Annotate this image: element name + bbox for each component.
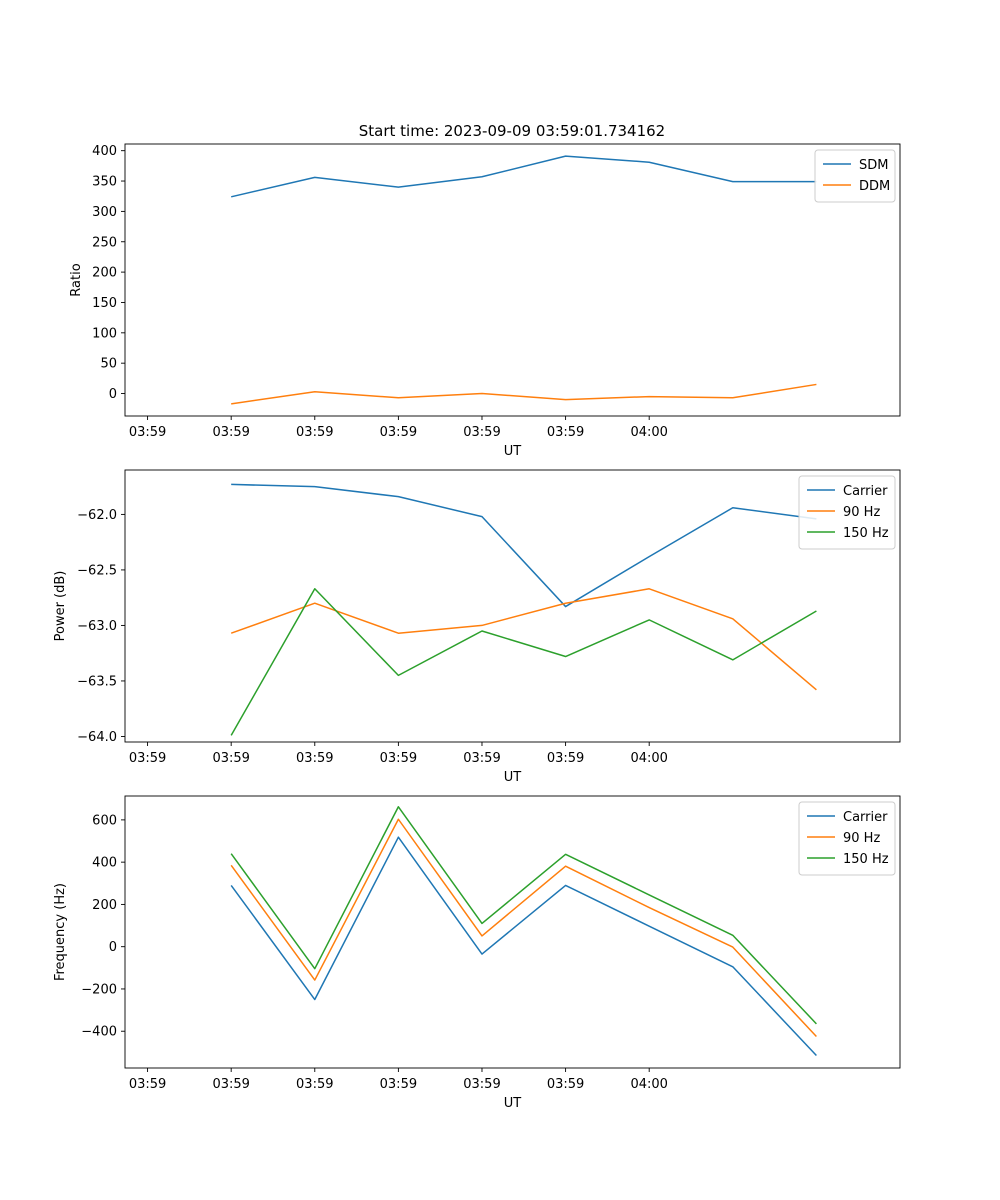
power-y-axis-label: Power (dB) [53,571,68,642]
frequency-x-tick-label: 03:59 [296,1077,333,1092]
ratio-panel: 03:59 03:59 03:59 03:59 03:59 03:59 04:00 0 50 10… [69,143,901,459]
power-x-tick-label: 03:59 [463,751,500,766]
ratio-x-tick-label: 03:59 [129,425,166,440]
power-legend-label: 90 Hz [843,505,880,520]
ratio-y-tick-label: 300 [92,205,117,220]
frequency-series-line [230,836,817,1057]
frequency-series-line [230,818,817,1038]
ratio-legend-label: DDM [859,179,890,194]
frequency-axes-frame [124,795,901,1069]
frequency-x-axis-label: UT [504,1096,522,1111]
frequency-x-tick-label: 03:59 [463,1077,500,1092]
power-y-tick-label: −63.5 [77,674,117,689]
frequency-y-tick-label: −200 [81,982,117,997]
frequency-legend-label: 150 Hz [843,852,889,867]
ratio-x-tick-label: 03:59 [380,425,417,440]
frequency-y-tick-label: 200 [92,898,117,913]
ratio-y-tick-label: 250 [92,235,117,250]
power-x-tick-label: 03:59 [129,751,166,766]
ratio-y-tick-label: 350 [92,175,117,190]
ratio-y-axis-label: Ratio [69,263,84,296]
ratio-y-tick-label: 200 [92,266,117,281]
frequency-x-tick-label: 03:59 [129,1077,166,1092]
power-x-tick-label: 04:00 [630,751,667,766]
ratio-x-tick-label: 03:59 [463,425,500,440]
ratio-series-line [231,383,817,405]
frequency-y-tick-label: 0 [109,940,117,955]
frequency-y-tick-label: 400 [92,856,117,871]
frequency-x-tick-label: 03:59 [380,1077,417,1092]
ratio-legend-label: SDM [859,158,888,173]
power-x-tick-label: 03:59 [212,751,249,766]
frequency-y-tick-label: 600 [92,813,117,828]
frequency-legend [798,801,896,876]
ratio-x-axis-label: UT [504,444,522,459]
power-y-tick-label: −63.0 [77,619,117,634]
power-axes-frame [124,469,901,743]
power-y-tick-label: −62.5 [77,563,117,578]
power-y-tick-label: −64.0 [77,730,117,745]
frequency-x-tick-label: 03:59 [547,1077,584,1092]
frequency-y-axis-label: Frequency (Hz) [53,883,68,981]
ratio-x-tick-label: 03:59 [547,425,584,440]
frequency-x-tick-label: 04:00 [630,1077,667,1092]
power-panel: 03:59 03:59 03:59 03:59 03:59 03:59 04:00 −64.0… [53,469,901,785]
power-legend-label: 150 Hz [843,526,889,541]
ratio-y-tick-label: 100 [92,326,117,341]
frequency-y-tick-label: −400 [81,1025,117,1040]
ratio-x-tick-label: 03:59 [296,425,333,440]
ratio-x-tick-label: 04:00 [630,425,667,440]
ratio-y-tick-label: 0 [109,387,117,402]
ratio-legend [814,149,896,203]
ratio-axes-frame [124,143,901,417]
frequency-legend-label: Carrier [843,810,888,825]
power-series-line [230,588,817,736]
frequency-legend-label: 90 Hz [843,831,880,846]
ratio-y-tick-label: 400 [92,144,117,159]
power-x-tick-label: 03:59 [547,751,584,766]
power-x-tick-label: 03:59 [296,751,333,766]
power-series-line [231,483,817,608]
power-y-tick-label: −62.0 [77,508,117,523]
power-legend-label: Carrier [843,484,888,499]
ratio-y-tick-label: 150 [92,296,117,311]
power-legend [798,475,896,550]
frequency-panel: 03:59 03:59 03:59 03:59 03:59 03:59 04:00 −400 −… [53,795,901,1111]
power-x-axis-label: UT [504,770,522,785]
ratio-x-tick-label: 03:59 [212,425,249,440]
ratio-y-tick-label: 50 [100,357,117,372]
power-series-line [230,588,817,691]
frequency-series-line [230,806,817,1025]
ratio-series-line [231,155,817,198]
figure-title: Start time: 2023-09-09 03:59:01.734162 [359,122,665,140]
power-x-tick-label: 03:59 [380,751,417,766]
frequency-x-tick-label: 03:59 [212,1077,249,1092]
